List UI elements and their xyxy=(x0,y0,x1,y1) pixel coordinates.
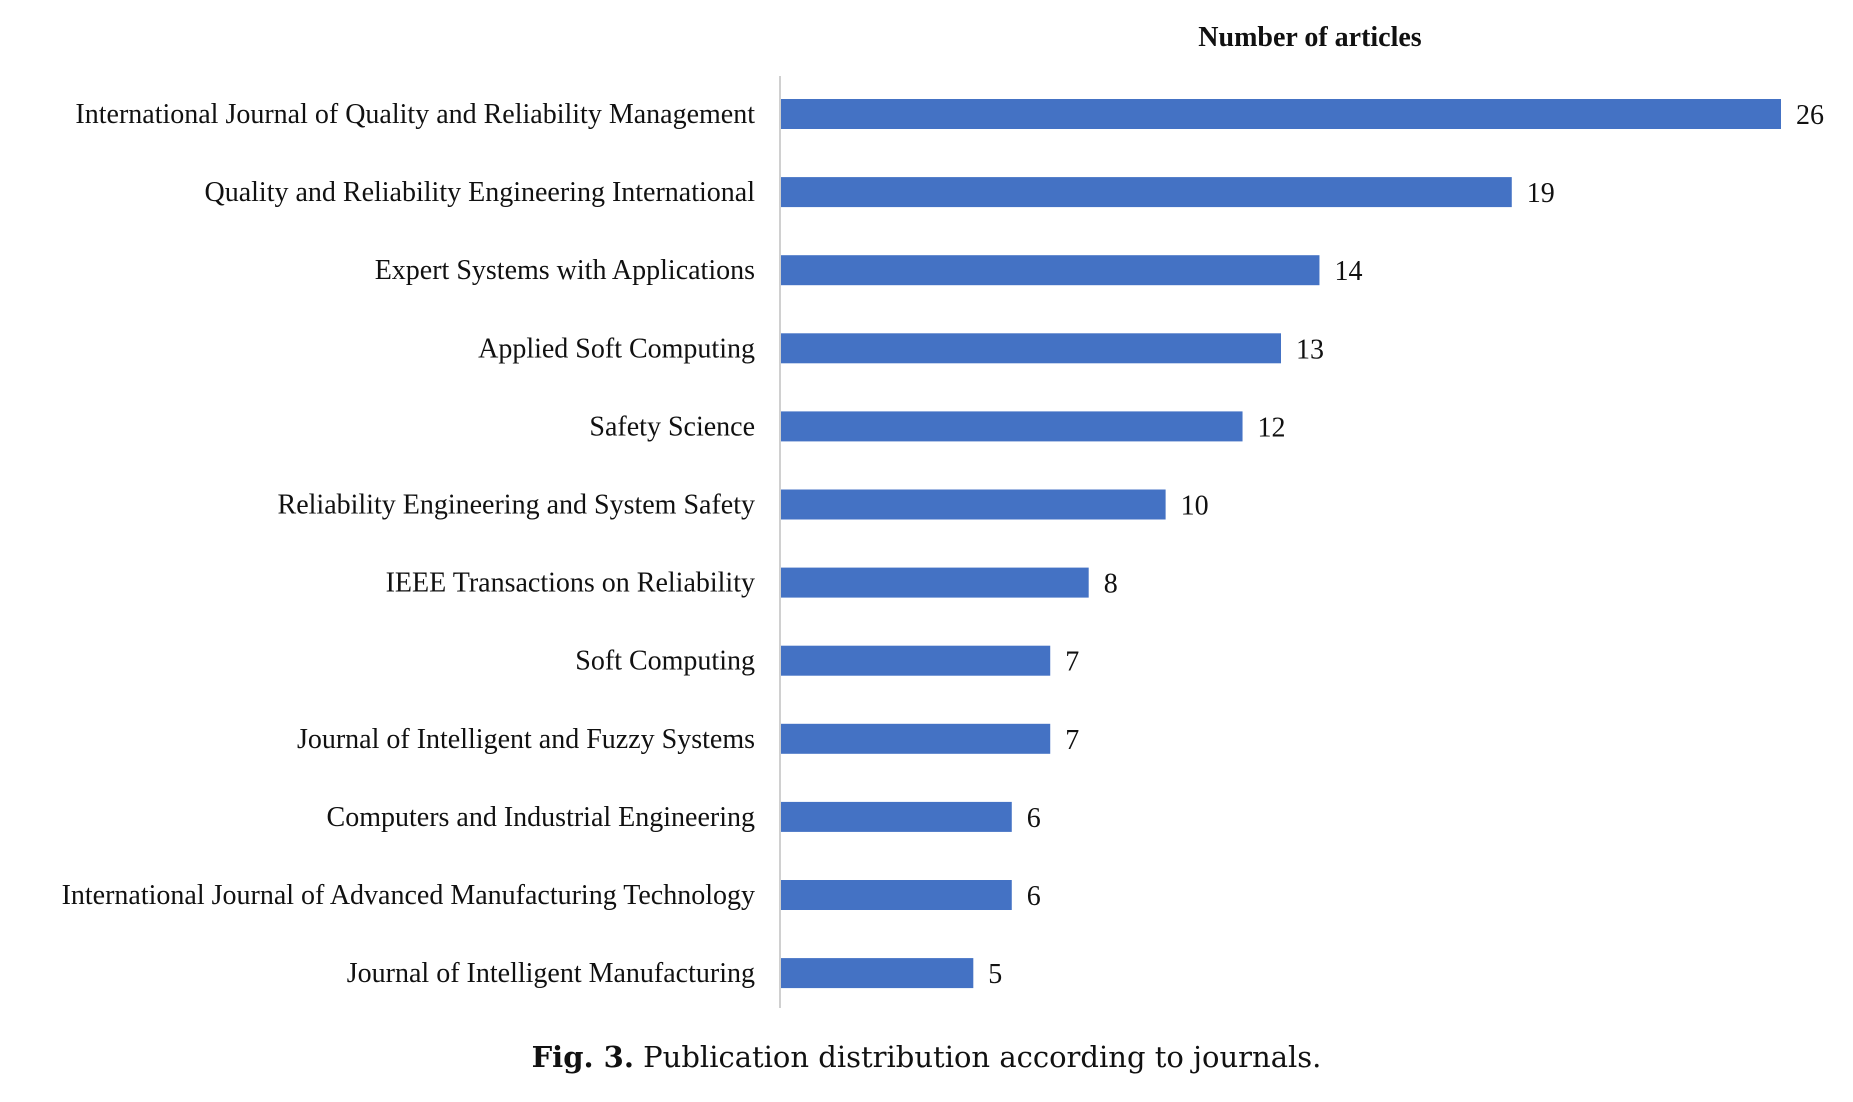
bar xyxy=(781,723,1051,754)
bar xyxy=(781,958,974,989)
category-label: IEEE Transactions on Reliability xyxy=(386,568,755,599)
value-label: 13 xyxy=(1296,334,1324,365)
value-label: 14 xyxy=(1334,256,1362,287)
value-label: 7 xyxy=(1065,647,1079,678)
figure-caption: Fig. 3. Publication distribution accordi… xyxy=(0,1040,1853,1074)
category-label: Safety Science xyxy=(589,411,755,442)
bars-group: International Journal of Quality and Rel… xyxy=(62,99,1824,990)
category-label: Journal of Intelligent and Fuzzy Systems xyxy=(297,724,755,755)
caption-text: Publication distribution according to jo… xyxy=(643,1040,1322,1074)
bar xyxy=(781,489,1166,520)
bar xyxy=(781,880,1012,910)
value-label: 5 xyxy=(988,959,1002,990)
value-label: 6 xyxy=(1027,803,1041,834)
category-label: Quality and Reliability Engineering Inte… xyxy=(204,177,755,208)
value-label: 26 xyxy=(1796,100,1824,131)
bar xyxy=(781,99,1781,129)
value-label: 8 xyxy=(1104,569,1118,600)
bar xyxy=(781,645,1051,676)
category-label: Applied Soft Computing xyxy=(478,333,755,364)
bar xyxy=(781,567,1089,598)
category-label: International Journal of Advanced Manufa… xyxy=(62,880,755,911)
bar xyxy=(781,333,1281,364)
category-label: Soft Computing xyxy=(575,646,755,677)
category-label: Reliability Engineering and System Safet… xyxy=(278,490,755,521)
value-label: 12 xyxy=(1258,412,1286,443)
value-label: 7 xyxy=(1065,725,1079,756)
value-label: 10 xyxy=(1181,491,1209,522)
value-label: 19 xyxy=(1527,178,1555,209)
bar xyxy=(781,255,1320,286)
bar xyxy=(781,411,1243,442)
category-label: Journal of Intelligent Manufacturing xyxy=(347,958,755,989)
chart-title: Number of articles xyxy=(1198,22,1422,53)
bar xyxy=(781,177,1512,208)
category-label: Expert Systems with Applications xyxy=(375,255,755,286)
bar xyxy=(781,801,1012,832)
caption-label: Fig. 3. xyxy=(531,1040,634,1074)
value-label: 6 xyxy=(1027,881,1041,912)
category-label: Computers and Industrial Engineering xyxy=(327,802,755,833)
category-label: International Journal of Quality and Rel… xyxy=(75,99,755,130)
